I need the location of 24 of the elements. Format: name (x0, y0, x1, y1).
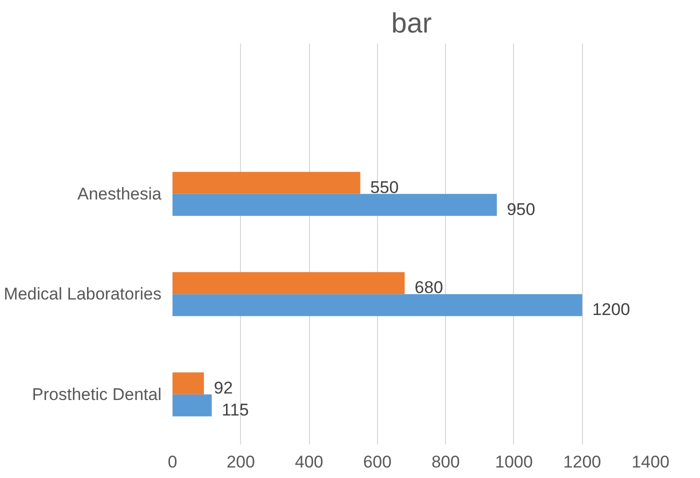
y-tick-label: Anesthesia (77, 184, 162, 204)
x-tick-label: 200 (226, 452, 255, 472)
y-tick-label: Medical Laboratories (4, 284, 162, 304)
y-tick-label: Prosthetic Dental (32, 384, 162, 404)
bar (172, 172, 360, 194)
x-tick-label: 1400 (632, 452, 670, 472)
data-label: 92 (214, 378, 233, 398)
x-tick-label: 800 (431, 452, 460, 472)
data-label: 950 (506, 200, 536, 219)
x-tick-label: 1200 (563, 452, 602, 472)
bar (172, 394, 212, 416)
data-label: 115 (222, 400, 249, 420)
bar (172, 294, 582, 316)
data-label: 1200 (592, 300, 630, 320)
chart-title: bar (391, 8, 432, 38)
bar (172, 372, 204, 394)
data-label: 680 (414, 278, 444, 298)
bar (172, 194, 497, 216)
x-tick-label: 400 (294, 452, 324, 472)
data-label: 550 (370, 178, 399, 197)
x-tick-label: 600 (363, 452, 392, 472)
bar (172, 272, 405, 294)
x-tick-label: 1000 (495, 452, 533, 472)
x-tick-label: 0 (168, 452, 178, 472)
